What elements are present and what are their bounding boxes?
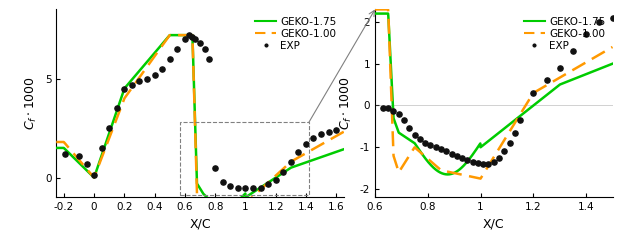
Point [157, 67, 167, 71]
Point [173, 47, 182, 51]
Point [271, 178, 281, 181]
Y-axis label: $C_f \cdot 1000$: $C_f \cdot 1000$ [339, 76, 354, 130]
Point [233, 186, 243, 189]
Point [608, 16, 618, 20]
Point [499, 149, 509, 153]
Point [383, 106, 393, 110]
Point [581, 33, 591, 36]
Point [188, 35, 198, 39]
Point [104, 126, 114, 130]
Legend: GEKO-1.75, GEKO-1.00, EXP: GEKO-1.75, GEKO-1.00, EXP [253, 15, 339, 53]
Point [286, 160, 296, 164]
Point [278, 170, 288, 174]
Point [97, 146, 107, 150]
Point [81, 162, 91, 166]
Point [494, 156, 504, 160]
Point [510, 131, 520, 134]
Point [149, 73, 159, 77]
Point [394, 112, 404, 116]
Point [426, 143, 436, 147]
Point [378, 106, 388, 110]
Point [195, 41, 205, 45]
Legend: GEKO-1.75, GEKO-1.00, EXP: GEKO-1.75, GEKO-1.00, EXP [522, 15, 608, 53]
Point [478, 162, 488, 166]
Point [199, 47, 209, 51]
Point [473, 161, 483, 165]
Point [293, 150, 303, 154]
Point [528, 91, 538, 95]
X-axis label: X/C: X/C [189, 218, 211, 231]
Point [180, 37, 190, 41]
Point [484, 162, 494, 166]
Point [217, 180, 227, 184]
Point [568, 49, 578, 53]
Point [134, 79, 144, 82]
Point [415, 137, 425, 141]
Point [431, 145, 441, 149]
Point [225, 184, 235, 187]
Point [142, 77, 152, 81]
Point [191, 37, 201, 41]
Point [555, 66, 565, 70]
Point [165, 57, 175, 61]
Point [504, 141, 514, 145]
Point [301, 142, 311, 146]
Point [210, 166, 220, 170]
Point [489, 160, 499, 164]
Point [399, 118, 409, 122]
Point [462, 158, 472, 162]
Point [256, 186, 266, 189]
Point [184, 33, 194, 37]
X-axis label: X/C: X/C [483, 218, 504, 231]
Point [441, 149, 451, 153]
Point [241, 187, 251, 190]
Point [127, 83, 137, 86]
Point [61, 152, 71, 156]
Y-axis label: $C_f \cdot 1000$: $C_f \cdot 1000$ [24, 76, 39, 130]
Point [468, 160, 478, 164]
Point [248, 186, 258, 189]
Point [404, 127, 414, 130]
Point [331, 128, 341, 132]
Point [389, 109, 399, 112]
Point [594, 20, 604, 24]
Point [515, 118, 525, 122]
Point [112, 106, 122, 110]
Point [74, 154, 84, 158]
Point [263, 182, 273, 185]
Point [446, 152, 456, 155]
Point [541, 78, 551, 82]
Point [89, 173, 99, 176]
Point [409, 133, 419, 137]
Point [119, 87, 129, 90]
Point [420, 141, 430, 145]
Point [436, 148, 446, 151]
Point [452, 154, 462, 157]
Point [316, 132, 326, 136]
Point [324, 130, 334, 134]
Point [204, 57, 214, 61]
Point [309, 136, 319, 140]
Point [457, 156, 467, 160]
